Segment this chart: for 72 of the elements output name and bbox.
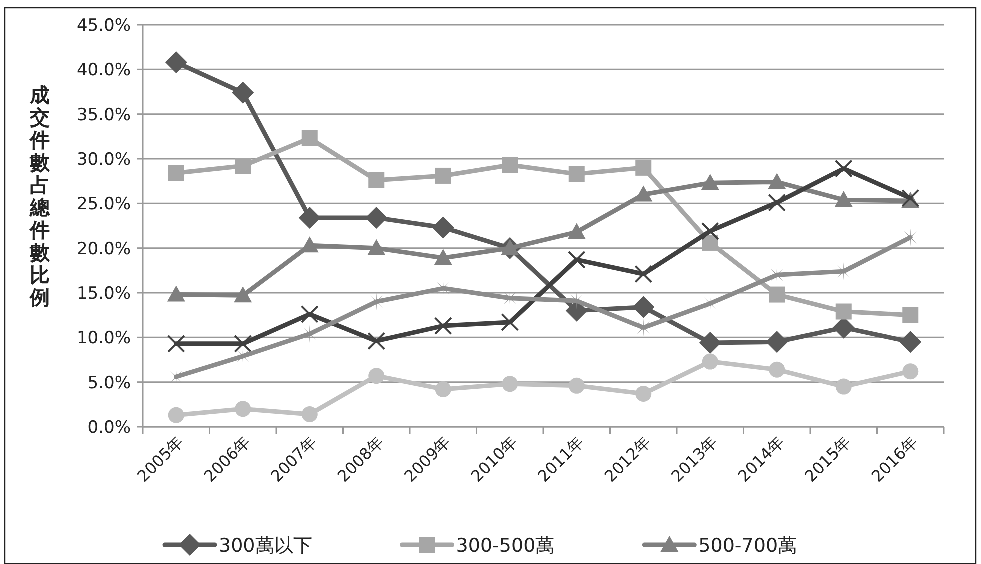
point <box>432 216 454 239</box>
ytick: 45.0% <box>76 16 131 36</box>
point <box>634 186 653 202</box>
point <box>502 376 518 392</box>
point <box>302 130 318 146</box>
point <box>902 364 919 380</box>
point <box>704 294 717 313</box>
point <box>234 334 252 353</box>
point <box>368 332 386 350</box>
point <box>165 52 188 74</box>
point <box>768 194 786 212</box>
point <box>434 249 452 266</box>
point <box>366 206 388 229</box>
point <box>834 160 853 178</box>
point <box>435 168 452 184</box>
point <box>304 325 316 344</box>
point <box>501 313 520 332</box>
ytick: 15.0% <box>76 284 131 304</box>
ytick: 0.0% <box>88 418 131 438</box>
point <box>234 286 252 303</box>
point <box>634 265 653 284</box>
point <box>768 173 786 190</box>
point <box>701 222 720 240</box>
point <box>434 317 452 336</box>
point <box>769 362 786 378</box>
ylabel: 成交件數占總件數比例 <box>30 82 50 310</box>
point <box>302 406 318 422</box>
point <box>632 296 655 318</box>
point <box>168 407 184 424</box>
point <box>900 331 922 354</box>
ytick: 10.0% <box>76 328 131 349</box>
point <box>167 286 186 302</box>
point <box>167 334 186 353</box>
point <box>836 378 852 395</box>
point <box>636 160 652 176</box>
point <box>701 174 720 190</box>
legend-label: 300-500萬 <box>456 535 555 557</box>
ytick: 30.0% <box>76 150 131 170</box>
point <box>766 331 788 354</box>
point <box>636 386 652 402</box>
point <box>699 332 722 354</box>
ytick: 35.0% <box>76 105 131 126</box>
point <box>368 368 385 384</box>
point <box>904 228 917 247</box>
point <box>235 401 252 418</box>
point <box>902 307 919 324</box>
point <box>568 378 585 394</box>
point <box>838 262 850 281</box>
point <box>368 239 386 256</box>
point <box>836 304 852 320</box>
point <box>232 82 254 104</box>
ytick: 40.0% <box>76 60 131 81</box>
point <box>504 289 516 308</box>
point <box>168 165 184 182</box>
point <box>298 206 321 229</box>
point <box>300 305 319 324</box>
point <box>502 157 518 174</box>
point <box>570 292 584 310</box>
point <box>235 158 252 174</box>
ytick: 5.0% <box>88 373 131 394</box>
legend-label: 500-700萬 <box>698 535 798 557</box>
point <box>769 286 786 303</box>
ytick: 20.0% <box>76 239 131 260</box>
point <box>568 223 586 240</box>
point <box>834 191 853 208</box>
ytick: 25.0% <box>76 194 131 215</box>
legend-label: 300萬以下 <box>219 535 312 557</box>
point <box>368 172 385 188</box>
point <box>568 166 585 182</box>
point <box>568 250 586 269</box>
point <box>702 354 718 370</box>
point <box>435 381 452 398</box>
